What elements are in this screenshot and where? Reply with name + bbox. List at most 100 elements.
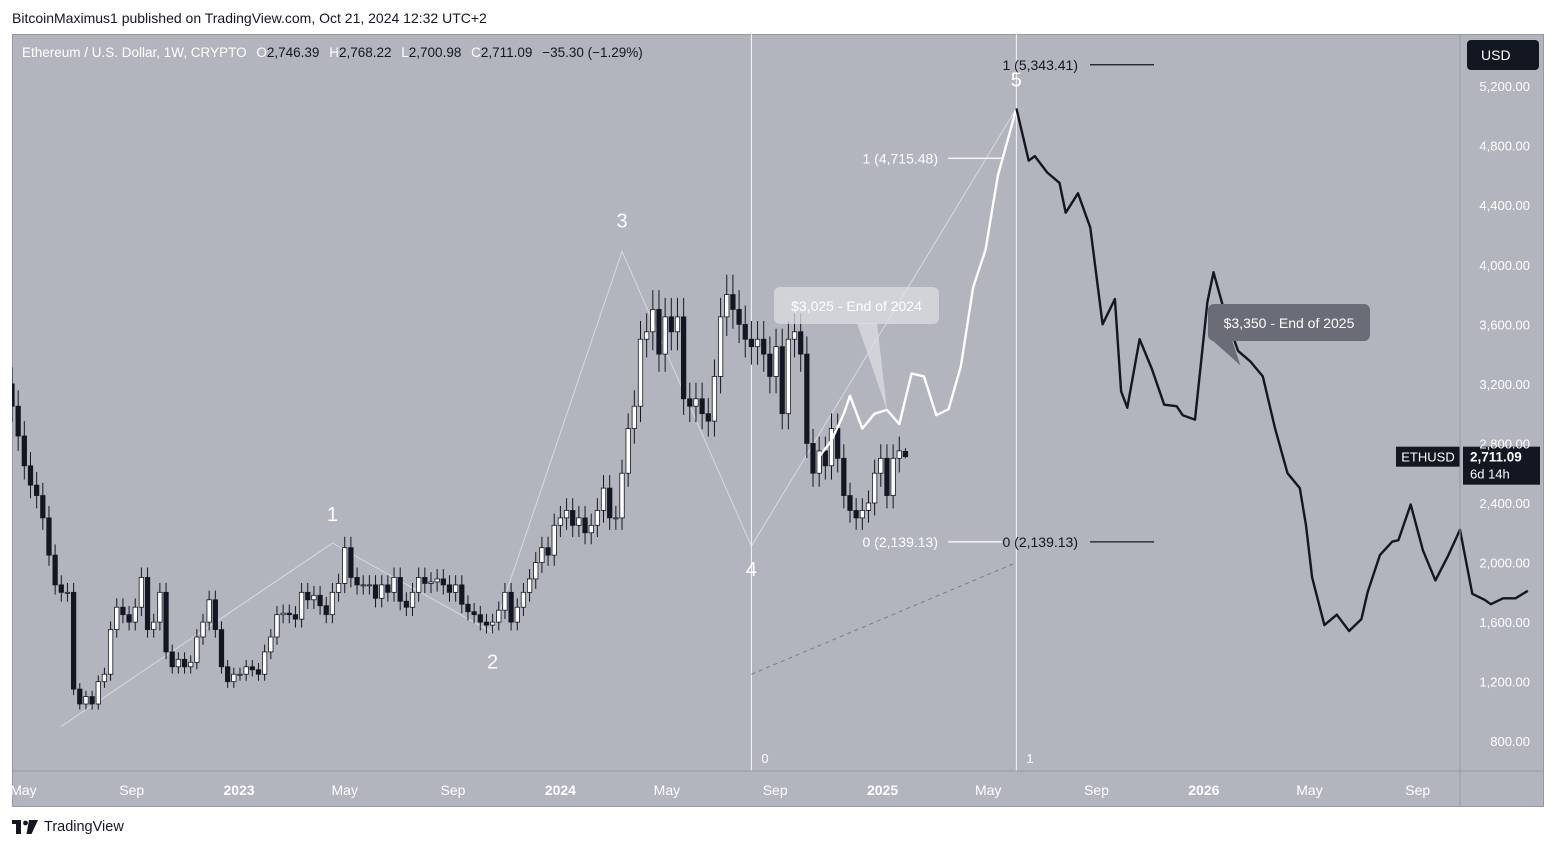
candle-body bbox=[305, 591, 311, 601]
candle-body bbox=[588, 524, 594, 534]
candle-body bbox=[114, 606, 120, 630]
candle-body bbox=[514, 606, 520, 623]
y-tick-label: 2,000.00 bbox=[1479, 556, 1530, 571]
candle-body bbox=[262, 651, 268, 675]
candle-body bbox=[607, 487, 613, 519]
candle-body bbox=[576, 517, 582, 526]
x-tick-label: May bbox=[654, 782, 680, 798]
y-tick-label: 4,400.00 bbox=[1479, 198, 1530, 213]
candle-body bbox=[687, 398, 693, 407]
tradingview-brand: TradingView bbox=[12, 819, 124, 835]
y-tick-label: 5,200.00 bbox=[1479, 79, 1530, 94]
open-value: 2,746.39 bbox=[266, 45, 320, 60]
candle-body bbox=[489, 621, 496, 626]
candle-body bbox=[126, 614, 132, 623]
candle-body bbox=[274, 614, 280, 638]
last-price-countdown: 6d 14h bbox=[1470, 467, 1510, 482]
x-tick-label: May bbox=[1296, 782, 1322, 798]
x-tick-label: May bbox=[975, 782, 1001, 798]
wave-label: 4 bbox=[746, 559, 757, 581]
ticker-tag-text: ETHUSD bbox=[1401, 450, 1454, 465]
elliott-wave-path bbox=[61, 250, 752, 727]
callout-2025-text: $3,350 - End of 2025 bbox=[1224, 315, 1355, 331]
candle-body bbox=[533, 562, 539, 580]
candle-body bbox=[724, 294, 730, 318]
candle-body bbox=[329, 591, 336, 616]
guide-lines bbox=[61, 34, 1154, 771]
candle-body bbox=[705, 413, 711, 422]
candle-body bbox=[354, 577, 360, 586]
candle-body bbox=[865, 502, 872, 511]
candle-body bbox=[600, 487, 607, 511]
wave-label: 2 bbox=[487, 652, 498, 674]
high-value: 2,768.22 bbox=[338, 45, 392, 60]
wave-4-5-line bbox=[750, 108, 1017, 547]
candle-body bbox=[360, 584, 366, 587]
candle-body bbox=[335, 583, 342, 593]
candle-body bbox=[631, 405, 637, 429]
candle-body bbox=[372, 584, 379, 599]
candle-body bbox=[625, 428, 631, 474]
candle-body bbox=[323, 605, 329, 616]
wave-label: 1 bbox=[327, 504, 338, 526]
currency-button[interactable]: USD bbox=[1467, 40, 1539, 70]
candle-body bbox=[668, 316, 674, 333]
candle-body bbox=[828, 428, 835, 467]
candle-body bbox=[95, 681, 101, 705]
x-tick-label: Sep bbox=[763, 782, 788, 798]
candle-body bbox=[453, 584, 459, 593]
candle-body bbox=[508, 591, 514, 623]
y-tick-label: 800.00 bbox=[1490, 734, 1530, 749]
axes: 800.00 1,200.00 1,600.00 2,000.00 2,400.00 2,… bbox=[12, 34, 1544, 807]
candle-body bbox=[859, 510, 865, 519]
candle-body bbox=[890, 457, 896, 496]
x-tick-label: Sep bbox=[1084, 782, 1109, 798]
x-tick-label: Sep bbox=[441, 782, 466, 798]
candle-body bbox=[212, 599, 218, 630]
candle-body bbox=[853, 510, 859, 519]
callout-2024-text: $3,025 - End of 2024 bbox=[791, 298, 922, 314]
candle-body bbox=[342, 547, 348, 584]
candle-body bbox=[841, 457, 847, 496]
candle-body bbox=[440, 578, 446, 586]
candle-body bbox=[188, 661, 194, 668]
candle-body bbox=[391, 577, 397, 593]
candle-body bbox=[711, 376, 718, 422]
candle-body bbox=[767, 353, 773, 377]
candle-body bbox=[225, 666, 231, 683]
candle-body bbox=[717, 316, 724, 377]
candle-body bbox=[761, 338, 767, 355]
candle-body bbox=[175, 658, 181, 668]
candle-body bbox=[681, 316, 687, 400]
candle-body bbox=[798, 331, 804, 355]
x-tick-label: 2023 bbox=[224, 782, 255, 798]
candle-body bbox=[70, 591, 77, 690]
x-tick-label: 2025 bbox=[867, 782, 898, 798]
y-tick-label: 2,400.00 bbox=[1479, 496, 1530, 511]
candle-body bbox=[656, 309, 662, 355]
candle-body bbox=[878, 457, 884, 474]
candle-body bbox=[557, 517, 564, 526]
candle-body bbox=[526, 578, 533, 593]
candle-body bbox=[785, 338, 791, 415]
candle-body bbox=[151, 621, 157, 630]
candle-body bbox=[58, 584, 64, 593]
candle-body bbox=[674, 316, 681, 333]
candle-body bbox=[422, 577, 428, 584]
candle-body bbox=[280, 612, 286, 616]
annotation-labels: 0 1 1 (5,343.41) 1 (4,715.48) 0 (2,139.13) 0 … bbox=[327, 57, 1540, 766]
candle-body bbox=[434, 578, 440, 583]
symbol-name: Ethereum / U.S. Dollar, 1W, CRYPTO bbox=[22, 45, 247, 60]
price-chart[interactable]: 0 1 1 (5,343.41) 1 (4,715.48) 0 (2,139.13) 0 … bbox=[12, 34, 1544, 807]
y-tick-label: 1,600.00 bbox=[1479, 615, 1530, 630]
candle-body bbox=[255, 669, 262, 675]
y-tick-label: 3,600.00 bbox=[1479, 317, 1530, 332]
candle-body bbox=[872, 472, 878, 504]
candle-body bbox=[237, 673, 243, 676]
candle-body bbox=[46, 517, 52, 556]
candle-body bbox=[502, 591, 508, 611]
candle-body bbox=[779, 346, 785, 415]
candlestick-series bbox=[12, 274, 909, 710]
candle-body bbox=[52, 554, 58, 586]
fib-level-label: 0 (2,139.13) bbox=[1003, 534, 1079, 550]
